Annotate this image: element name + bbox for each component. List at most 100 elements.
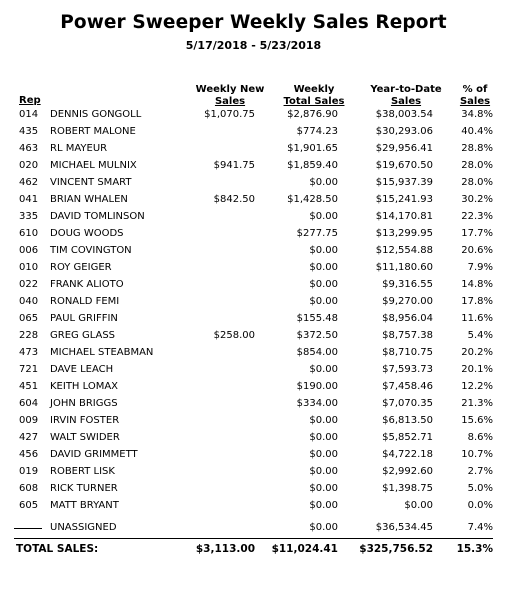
unassigned-dash [14,528,42,529]
table-row: 605 MATT BRYANT $0.00 $0.00 0.0% [0,500,507,517]
row-pct: 17.8% [461,296,493,307]
row-rep: 022 [19,279,39,290]
header-rep: Rep [19,95,41,107]
row-rep: 473 [19,347,39,358]
row-name: RICK TURNER [50,483,118,494]
row-weekly-total: $0.00 [309,449,338,460]
row-ytd: $14,170.81 [375,211,433,222]
table-row: 456 DAVID GRIMMETT $0.00 $4,722.18 10.7% [0,449,507,466]
row-pct: 30.2% [461,194,493,205]
row-rep: 014 [19,109,39,120]
row-weekly-total: $0.00 [309,296,338,307]
row-weekly-new: $1,070.75 [204,109,255,120]
table-row: 010 ROY GEIGER $0.00 $11,180.60 7.9% [0,262,507,279]
row-rep: 462 [19,177,39,188]
table-row: 040 RONALD FEMI $0.00 $9,270.00 17.8% [0,296,507,313]
row-pct: 28.0% [461,177,493,188]
row-name: RONALD FEMI [50,296,120,307]
row-weekly-total: $0.00 [309,432,338,443]
header-weekly-new: Weekly New Sales [192,84,268,107]
row-name: DAVID TOMLINSON [50,211,145,222]
row-rep: 435 [19,126,39,137]
row-ytd: $7,593.73 [382,364,433,375]
row-weekly-total: $1,859.40 [287,160,338,171]
row-ytd: $1,398.75 [382,483,433,494]
row-weekly-total: $0.00 [309,415,338,426]
unassigned-weekly-total: $0.00 [309,522,338,533]
row-ytd: $9,270.00 [382,296,433,307]
header-weekly-new-line2: Sales [214,95,246,107]
row-ytd: $29,956.41 [375,143,433,154]
row-name: KEITH LOMAX [50,381,119,392]
row-pct: 0.0% [467,500,493,511]
row-name: PAUL GRIFFIN [50,313,118,324]
totals-weekly-new: $3,113.00 [195,543,255,555]
row-ytd: $30,293.06 [375,126,433,137]
header-weekly-total-line2: Total Sales [283,95,345,107]
row-ytd: $7,458.46 [382,381,433,392]
row-pct: 40.4% [461,126,493,137]
row-name: TIM COVINGTON [50,245,132,256]
report-title: Power Sweeper Weekly Sales Report [60,12,447,33]
table-row: 463 RL MAYEUR $1,901.65 $29,956.41 28.8% [0,143,507,160]
row-pct: 8.6% [467,432,493,443]
totals-divider [14,538,493,539]
row-weekly-total: $372.50 [296,330,338,341]
table-row: 065 PAUL GRIFFIN $155.48 $8,956.04 11.6% [0,313,507,330]
row-ytd: $12,554.88 [375,245,433,256]
totals-label: TOTAL SALES: [16,543,99,555]
row-weekly-total: $0.00 [309,500,338,511]
row-name: ROBERT MALONE [50,126,136,137]
table-row: 009 IRVIN FOSTER $0.00 $6,813.50 15.6% [0,415,507,432]
row-weekly-total: $0.00 [309,245,338,256]
row-ytd: $6,813.50 [382,415,433,426]
header-ytd: Year-to-Date Sales [364,84,448,107]
table-row: 006 TIM COVINGTON $0.00 $12,554.88 20.6% [0,245,507,262]
unassigned-name: UNASSIGNED [50,522,117,533]
row-pct: 12.2% [461,381,493,392]
row-pct: 11.6% [461,313,493,324]
report-date-range: 5/17/2018 - 5/23/2018 [185,39,322,52]
table-row: 019 ROBERT LISK $0.00 $2,992.60 2.7% [0,466,507,483]
table-row: 608 RICK TURNER $0.00 $1,398.75 5.0% [0,483,507,500]
header-ytd-line1: Year-to-Date [370,84,442,95]
row-name: GREG GLASS [50,330,116,341]
unassigned-pct: 7.4% [467,522,493,533]
row-rep: 228 [19,330,39,341]
table-row: 020 MICHAEL MULNIX $941.75 $1,859.40 $19,670… [0,160,507,177]
row-weekly-total: $0.00 [309,364,338,375]
row-rep: 463 [19,143,39,154]
table-row: 462 VINCENT SMART $0.00 $15,937.39 28.0% [0,177,507,194]
row-rep: 019 [19,466,39,477]
row-name: WALT SWIDER [50,432,120,443]
row-name: RL MAYEUR [50,143,108,154]
table-row: 427 WALT SWIDER $0.00 $5,852.71 8.6% [0,432,507,449]
row-weekly-total: $190.00 [296,381,338,392]
row-ytd: $8,757.38 [382,330,433,341]
row-weekly-total: $277.75 [296,228,338,239]
row-name: VINCENT SMART [50,177,132,188]
row-rep: 456 [19,449,39,460]
row-pct: 22.3% [461,211,493,222]
row-name: DENNIS GONGOLL [50,109,142,120]
row-weekly-total: $774.23 [296,126,338,137]
table-row: 435 ROBERT MALONE $774.23 $30,293.06 40.4% [0,126,507,143]
row-name: DOUG WOODS [50,228,124,239]
row-pct: 28.0% [461,160,493,171]
row-rep: 335 [19,211,39,222]
header-weekly-total-line1: Weekly [293,84,335,95]
row-weekly-total: $0.00 [309,483,338,494]
row-pct: 10.7% [461,449,493,460]
header-weekly-total: Weekly Total Sales [280,84,348,107]
row-name: ROY GEIGER [50,262,112,273]
header-pct-line1: % of [462,84,488,95]
row-name: FRANK ALIOTO [50,279,124,290]
table-row: 451 KEITH LOMAX $190.00 $7,458.46 12.2% [0,381,507,398]
row-rep: 020 [19,160,39,171]
row-rep: 065 [19,313,39,324]
header-pct: % of Sales [454,84,496,107]
row-weekly-total: $0.00 [309,279,338,290]
row-ytd: $2,992.60 [382,466,433,477]
totals-pct: 15.3% [456,543,493,555]
table-row: 228 GREG GLASS $258.00 $372.50 $8,757.38 5.4% [0,330,507,347]
